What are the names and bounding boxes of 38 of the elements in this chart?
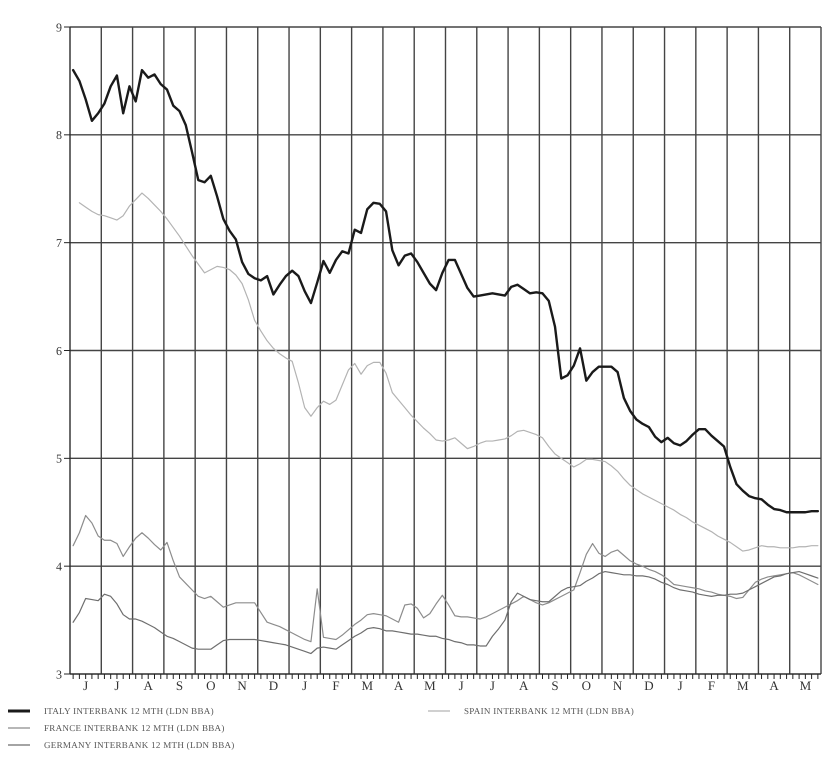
x-tick-label: F bbox=[708, 678, 716, 694]
x-tick-label: D bbox=[268, 678, 278, 694]
x-tick-label: J bbox=[678, 678, 683, 694]
y-tick-label: 3 bbox=[56, 667, 62, 682]
legend-label: GERMANY INTERBANK 12 MTH (LDN BBA) bbox=[44, 740, 235, 750]
legend-label: SPAIN INTERBANK 12 MTH (LDN BBA) bbox=[464, 706, 634, 716]
y-tick-label: 7 bbox=[56, 236, 62, 250]
x-tick-label: D bbox=[644, 678, 654, 694]
x-tick-label: O bbox=[206, 678, 216, 694]
y-tick-label: 4 bbox=[56, 559, 62, 574]
y-tick-label: 9 bbox=[56, 20, 62, 34]
x-tick-label: S bbox=[176, 678, 184, 694]
x-tick-label: J bbox=[458, 678, 464, 694]
x-tick-label: F bbox=[332, 678, 340, 694]
x-tick-label: J bbox=[302, 678, 308, 694]
line-series bbox=[72, 570, 818, 654]
y-tick-label: 6 bbox=[56, 344, 62, 358]
x-tick-label: A bbox=[769, 678, 780, 694]
x-tick-label: M bbox=[736, 678, 749, 694]
line-series bbox=[78, 192, 818, 552]
x-tick-label: J bbox=[490, 678, 495, 694]
x-tick-label: J bbox=[83, 678, 88, 694]
y-tick-label: 5 bbox=[56, 452, 62, 466]
legend-label: ITALY INTERBANK 12 MTH (LDN BBA) bbox=[44, 706, 214, 716]
x-tick-label: N bbox=[612, 678, 623, 694]
line-series bbox=[72, 514, 818, 642]
x-tick-label: M bbox=[361, 678, 374, 694]
legend-label: FRANCE INTERBANK 12 MTH (LDN BBA) bbox=[44, 722, 225, 732]
x-tick-label: M bbox=[424, 678, 436, 694]
x-tick-label: N bbox=[237, 678, 248, 694]
x-tick-label: A bbox=[394, 678, 404, 694]
x-tick-label: O bbox=[582, 678, 592, 694]
x-tick-label: A bbox=[144, 678, 154, 694]
x-tick-label: A bbox=[519, 678, 530, 694]
x-tick-label: S bbox=[551, 678, 559, 694]
x-tick-label: M bbox=[800, 678, 812, 694]
x-tick-label: J bbox=[114, 678, 120, 694]
y-tick-label: 8 bbox=[56, 128, 62, 142]
